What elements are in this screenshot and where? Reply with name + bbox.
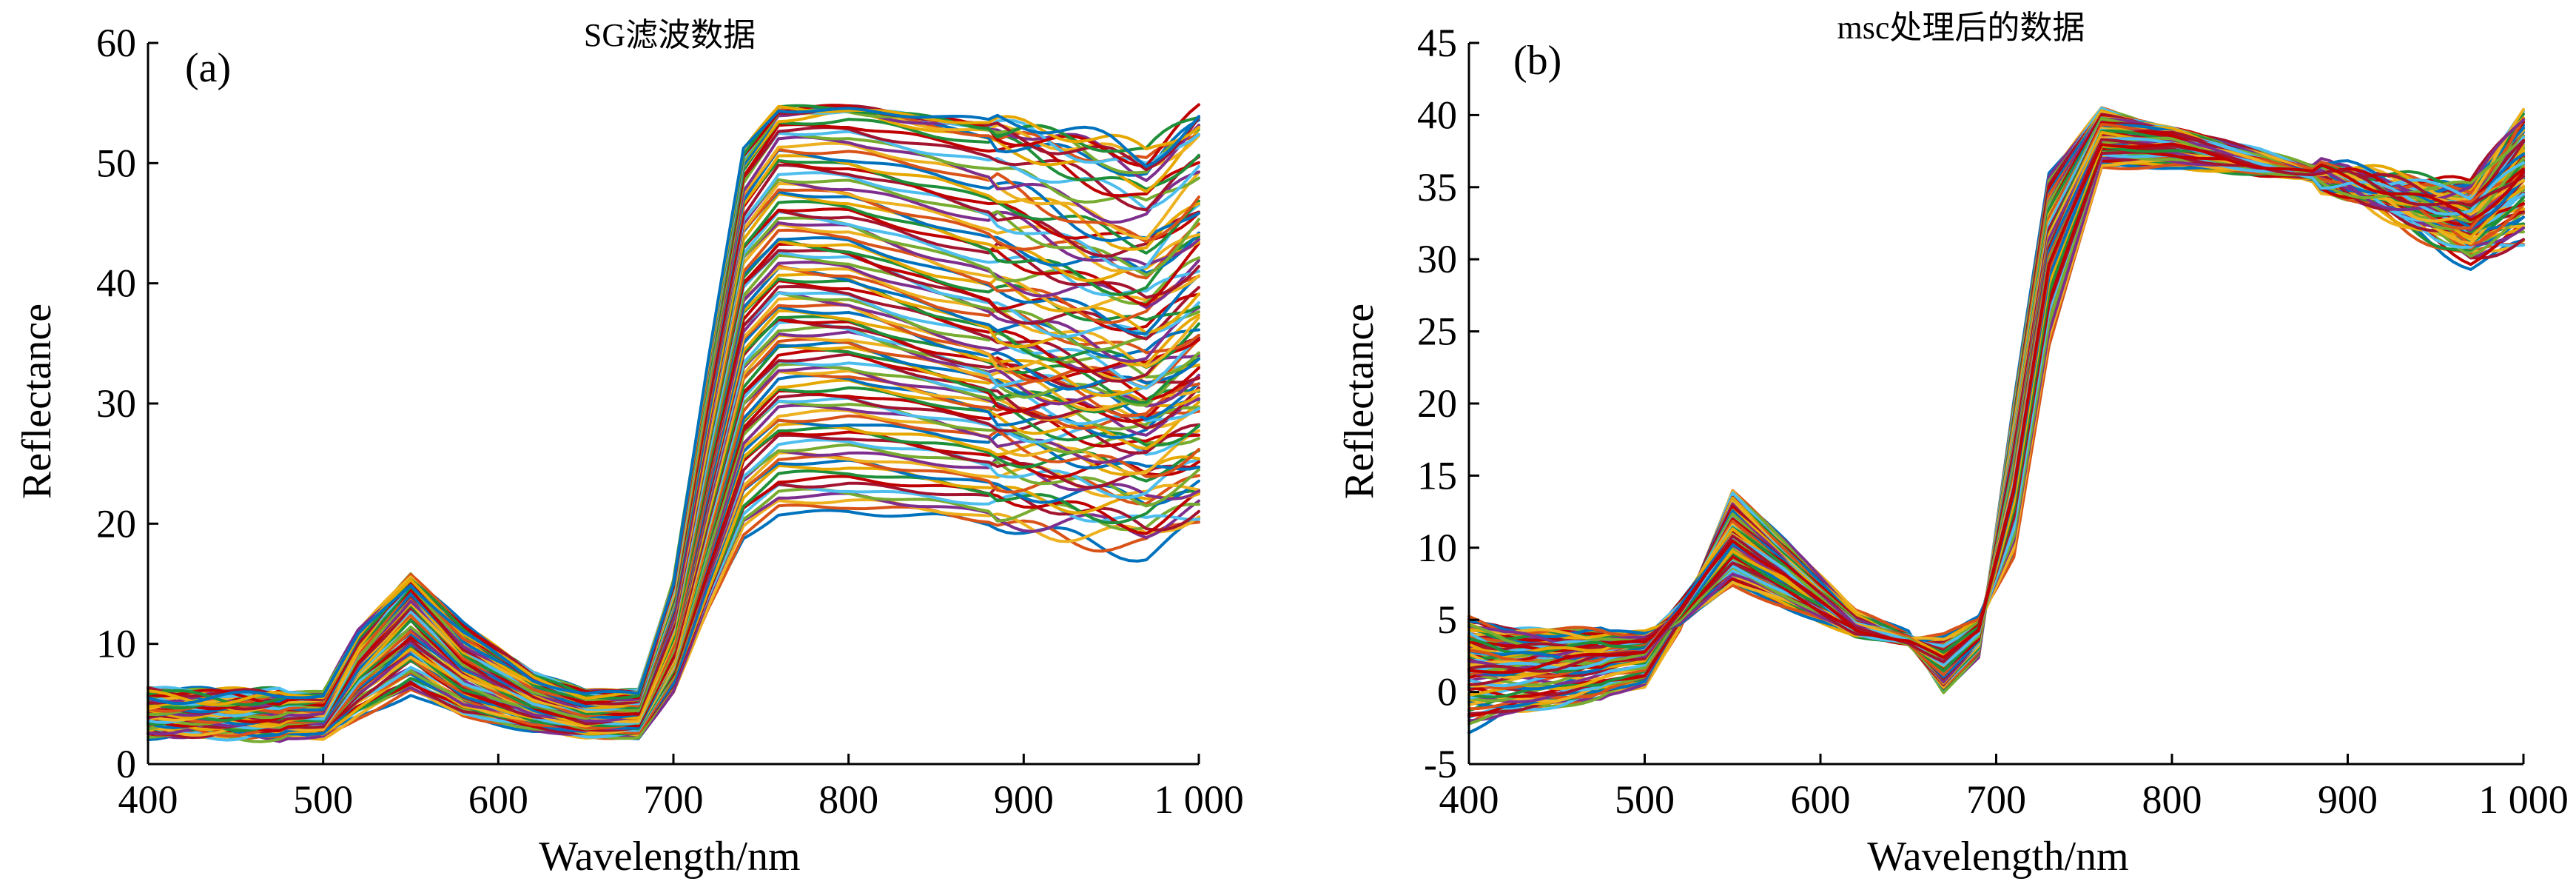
panel-b-chart: msc处理后的数据 (b) 400 500 600 700 800 900 1 000 -5 0…	[1336, 10, 2569, 880]
panel-b-series-line	[1467, 136, 2525, 675]
panel-b-x-tick-label: 700	[1966, 777, 2026, 822]
panel-b-y-tick-label: 40	[1417, 93, 1457, 137]
panel-a-y-tick-label: 0	[116, 742, 136, 786]
panel-b-y-tick-label: 20	[1417, 381, 1457, 426]
panel-a-series-line	[147, 458, 1200, 737]
panel-a-x-tick-label: 600	[468, 777, 528, 822]
panel-b-y-tick-label: 10	[1417, 526, 1457, 570]
panel-b-y-tick-label: 45	[1417, 21, 1457, 65]
panel-b-y-tick-label: 30	[1417, 237, 1457, 281]
panel-b-series-line	[1467, 136, 2525, 677]
panel-b-series-line	[1467, 127, 2525, 679]
panel-b-x-tick-label: 400	[1439, 777, 1499, 822]
panel-b-xlabel: Wavelength/nm	[1867, 834, 2128, 880]
panel-a-x-tick-label: 800	[818, 777, 878, 822]
panel-b-y-tick-label: 0	[1437, 670, 1457, 714]
panel-b-series-line	[1467, 142, 2525, 674]
panel-a-ylabel: Reflectance	[14, 304, 60, 499]
panel-b-x-tick-label: 900	[2318, 777, 2378, 822]
panel-b-series-line	[1467, 126, 2525, 677]
panel-b-series-line	[1467, 133, 2525, 674]
panel-b-series-line	[1467, 130, 2525, 676]
panel-b-series-line	[1467, 121, 2525, 688]
panel-b-series-line	[1467, 130, 2525, 677]
panel-b-y-tick-label: 5	[1437, 597, 1457, 642]
panel-b-x-tick-label: 500	[1615, 777, 1675, 822]
panel-a-xlabel: Wavelength/nm	[539, 834, 800, 880]
panel-a-y-tick-label: 20	[96, 501, 136, 546]
panel-a-series-line	[147, 107, 1200, 706]
panel-b-x-tick-label: 800	[2142, 777, 2202, 822]
panel-a-y-tick-label: 10	[96, 622, 136, 666]
panel-a-series-group	[147, 103, 1200, 743]
panel-b-series-group	[1467, 106, 2525, 734]
panel-b-x-tick-label: 600	[1791, 777, 1851, 822]
panel-b-ylabel: Reflectance	[1336, 304, 1382, 499]
panel-b-y-tick-label: -5	[1424, 742, 1457, 786]
panel-a-y-tick-label: 30	[96, 381, 136, 426]
panel-a-y-tick-label: 40	[96, 261, 136, 306]
panel-b-y-tick-label: 15	[1417, 453, 1457, 498]
panel-b-series-line	[1467, 124, 2525, 678]
panel-a-title: SG滤波数据	[584, 17, 756, 53]
panel-b-axes: 400 500 600 700 800 900 1 000 -5 0 5 10 15 20 25 30 35 4…	[1417, 21, 2569, 822]
panel-b-tag: (b)	[1513, 38, 1561, 84]
panel-b-title: msc处理后的数据	[1837, 10, 2085, 46]
panel-b-series-line	[1467, 124, 2525, 679]
panel-a-series-line	[147, 492, 1200, 743]
panel-a-x-tick-label: 500	[293, 777, 353, 822]
panel-a-series-line	[147, 221, 1200, 718]
panel-a-y-tick-label: 50	[96, 141, 136, 185]
panel-a-x-tick-label: 400	[118, 777, 178, 822]
panel-a-y-tick-label: 60	[96, 21, 136, 65]
panel-a-chart: SG滤波数据 (a) 400 500 600 700 800 900 1 000 0 10 20 3…	[14, 17, 1244, 880]
panel-a-x-tick-label: 700	[644, 777, 704, 822]
panel-b-y-tick-label: 25	[1417, 309, 1457, 354]
panel-b-y-tick-label: 35	[1417, 165, 1457, 210]
panel-a-x-tick-label: 1 000	[1154, 777, 1244, 822]
panel-a-axes: 400 500 600 700 800 900 1 000 0 10 20 30 40 50 60	[96, 21, 1244, 822]
panel-a-x-tick-label: 900	[994, 777, 1054, 822]
panel-b-series-line	[1467, 121, 2525, 686]
panel-b-x-tick-label: 1 000	[2478, 777, 2569, 822]
panel-a-tag: (a)	[185, 45, 231, 91]
